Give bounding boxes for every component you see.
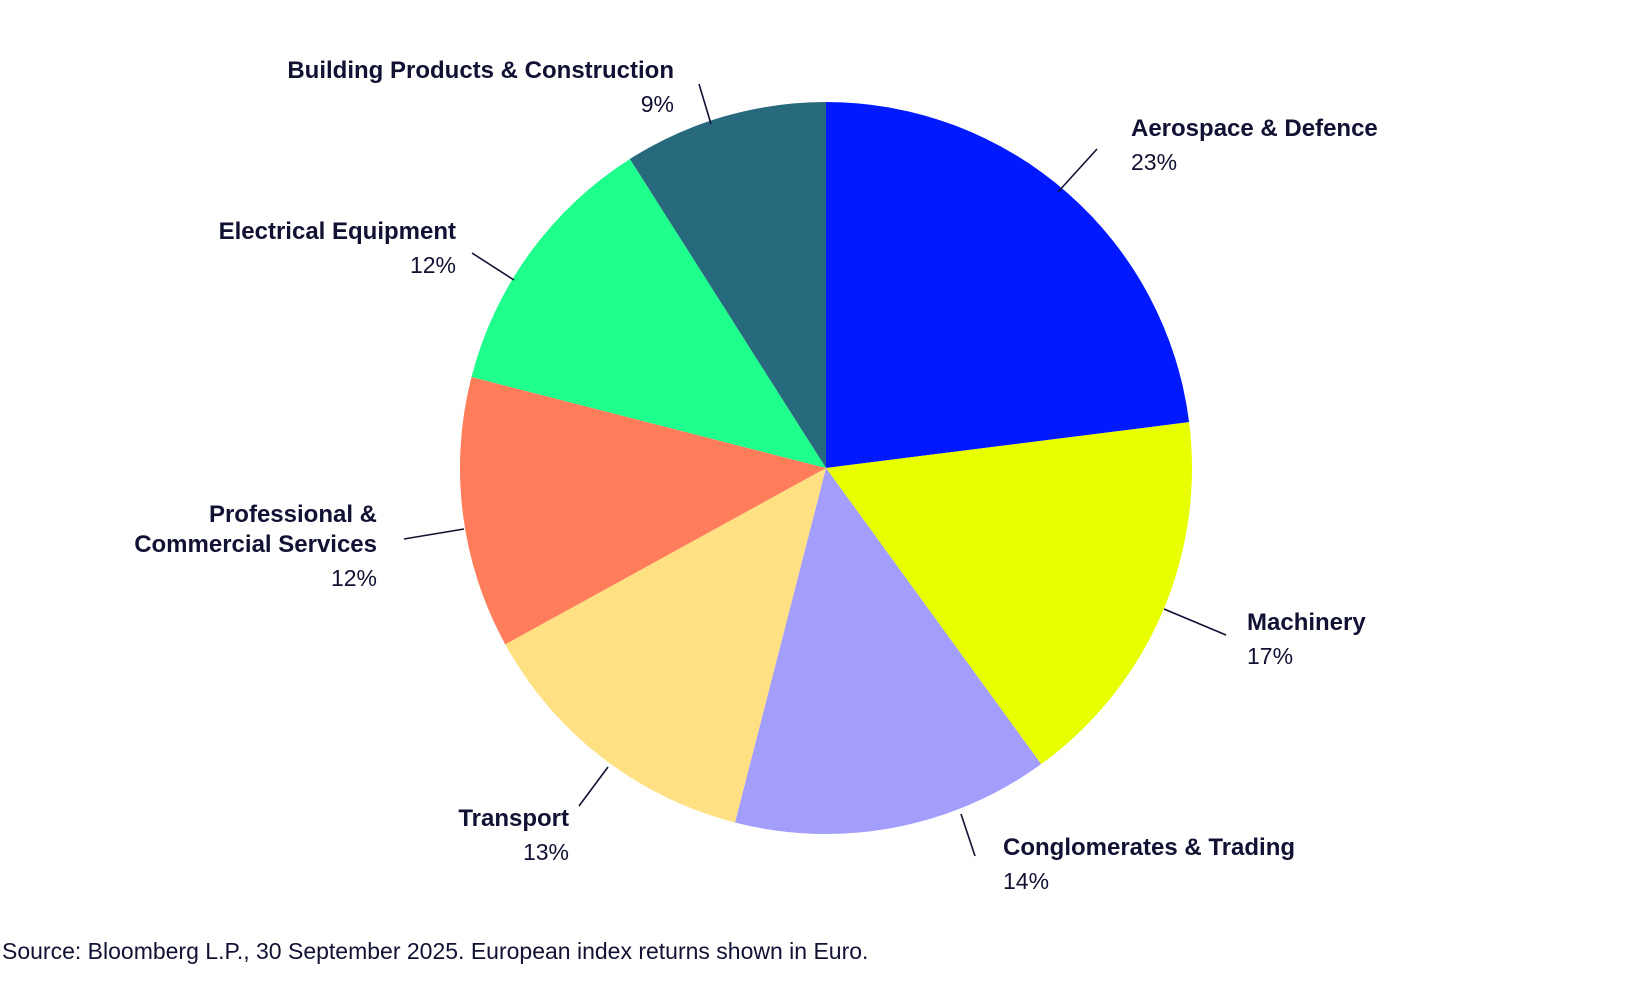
slice-label-building-products-and-construction: Building Products & Construction bbox=[287, 57, 674, 84]
leader-line-transport bbox=[578, 766, 609, 807]
slice-labels: Aerospace & Defence 23% Machinery 17% Conglo… bbox=[134, 57, 1378, 894]
slice-label-professional-and-commercial-services: Professional & bbox=[209, 501, 377, 528]
slice-label-professional-and-commercial-services: Commercial Services bbox=[134, 531, 377, 558]
slice-professional-and-commercial-services bbox=[460, 376, 826, 645]
pie-slices bbox=[460, 102, 1192, 834]
slice-percent-building-products-and-construction: 9% bbox=[641, 91, 674, 117]
slice-label-conglomerates-and-trading: Conglomerates & Trading bbox=[1003, 834, 1295, 861]
slice-aerospace-and-defence bbox=[826, 102, 1190, 468]
slice-label-machinery: Machinery bbox=[1247, 609, 1366, 636]
slice-conglomerates-and-trading bbox=[734, 468, 1042, 834]
leader-line-professional-and-commercial-services bbox=[403, 528, 465, 540]
leader-line-conglomerates-and-trading bbox=[960, 813, 976, 857]
slice-percent-conglomerates-and-trading: 14% bbox=[1003, 868, 1049, 894]
leader-lines bbox=[403, 83, 1227, 857]
slice-percent-electrical-equipment: 12% bbox=[410, 252, 456, 278]
slice-percent-aerospace-and-defence: 23% bbox=[1131, 149, 1177, 175]
slice-electrical-equipment bbox=[471, 158, 826, 469]
slice-building-products-and-construction bbox=[629, 102, 826, 468]
slice-percent-professional-and-commercial-services: 12% bbox=[331, 565, 377, 591]
slice-label-aerospace-and-defence: Aerospace & Defence bbox=[1131, 115, 1378, 142]
slice-transport bbox=[505, 468, 826, 823]
leader-line-aerospace-and-defence bbox=[1057, 148, 1098, 193]
slice-label-transport: Transport bbox=[458, 805, 569, 832]
leader-line-machinery bbox=[1163, 608, 1227, 636]
slice-percent-transport: 13% bbox=[523, 839, 569, 865]
leader-line-electrical-equipment bbox=[471, 252, 515, 281]
slice-machinery bbox=[826, 422, 1192, 765]
slice-percent-machinery: 17% bbox=[1247, 643, 1293, 669]
slice-label-electrical-equipment: Electrical Equipment bbox=[219, 218, 456, 245]
leader-line-building-products-and-construction bbox=[698, 83, 712, 125]
source-note: Source: Bloomberg L.P., 30 September 202… bbox=[2, 938, 869, 964]
